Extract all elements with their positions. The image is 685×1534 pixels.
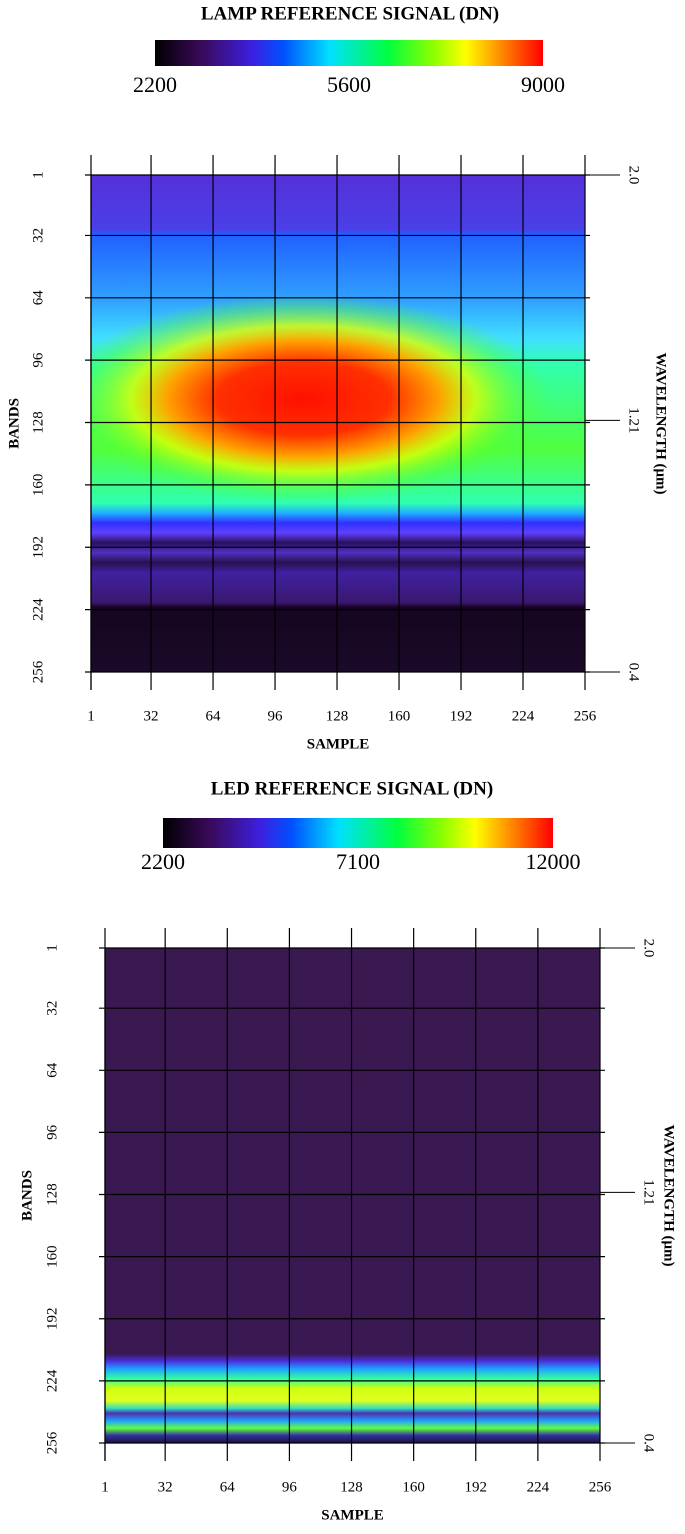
y-tick-label: 224 bbox=[44, 1369, 60, 1392]
y-tick-label: 96 bbox=[44, 1124, 60, 1140]
x-tick-label: 64 bbox=[206, 708, 222, 724]
y-tick-label: 1 bbox=[44, 944, 60, 952]
x-tick-label: 128 bbox=[326, 708, 349, 724]
colorbar bbox=[163, 818, 553, 848]
x-tick-label: 96 bbox=[282, 1479, 298, 1495]
y-tick-label: 64 bbox=[44, 1062, 60, 1078]
y2-tick-label: 0.4 bbox=[641, 1434, 657, 1453]
y2-tick-label: 1.21 bbox=[641, 1179, 657, 1205]
heatmap-hotspot bbox=[91, 175, 585, 672]
x-tick-label: 256 bbox=[574, 708, 597, 724]
y-axis-label: BANDS bbox=[6, 398, 22, 449]
y-tick-label: 224 bbox=[30, 598, 46, 621]
x-tick-label: 160 bbox=[402, 1479, 425, 1495]
y-tick-label: 192 bbox=[30, 536, 46, 559]
y-tick-label: 160 bbox=[30, 474, 46, 497]
x-axis-label: SAMPLE bbox=[307, 736, 370, 752]
x-tick-label: 96 bbox=[268, 708, 284, 724]
x-tick-label: 192 bbox=[450, 708, 473, 724]
y2-tick-label: 1.21 bbox=[626, 407, 642, 433]
colorbar-tick-label: 2200 bbox=[133, 72, 177, 97]
x-axis-label: SAMPLE bbox=[321, 1507, 384, 1523]
x-tick-label: 256 bbox=[589, 1479, 612, 1495]
colorbar-tick-label: 7100 bbox=[336, 849, 380, 874]
chart-title: LAMP REFERENCE SIGNAL (DN) bbox=[201, 3, 499, 24]
x-tick-label: 192 bbox=[465, 1479, 488, 1495]
x-tick-label: 128 bbox=[340, 1479, 363, 1495]
y2-tick-label: 0.4 bbox=[626, 663, 642, 682]
colorbar-tick-label: 12000 bbox=[526, 849, 581, 874]
colorbar-tick-label: 5600 bbox=[327, 72, 371, 97]
x-tick-label: 160 bbox=[388, 708, 411, 724]
x-tick-label: 224 bbox=[527, 1479, 550, 1495]
x-tick-label: 224 bbox=[512, 708, 535, 724]
heatmap-hotspot bbox=[105, 948, 600, 1443]
y-axis-label: BANDS bbox=[19, 1170, 35, 1221]
y-tick-label: 32 bbox=[30, 228, 46, 243]
y-tick-label: 128 bbox=[44, 1183, 60, 1206]
x-tick-label: 1 bbox=[101, 1479, 109, 1495]
y-tick-label: 64 bbox=[30, 290, 46, 306]
x-tick-label: 64 bbox=[220, 1479, 236, 1495]
x-tick-label: 32 bbox=[158, 1479, 173, 1495]
y2-tick-label: 2.0 bbox=[626, 166, 642, 185]
y2-axis-label: WAVELENGTH (μm) bbox=[661, 1125, 677, 1267]
y-tick-label: 1 bbox=[30, 171, 46, 179]
y-tick-label: 192 bbox=[44, 1308, 60, 1331]
y-tick-label: 256 bbox=[30, 660, 46, 683]
x-tick-label: 1 bbox=[87, 708, 95, 724]
y2-axis-label: WAVELENGTH (μm) bbox=[653, 353, 669, 495]
y-tick-label: 160 bbox=[44, 1245, 60, 1268]
colorbar bbox=[155, 40, 543, 66]
y-tick-label: 96 bbox=[30, 352, 46, 368]
chart-title: LED REFERENCE SIGNAL (DN) bbox=[211, 778, 493, 799]
y-tick-label: 256 bbox=[44, 1431, 60, 1454]
colorbar-tick-label: 9000 bbox=[521, 72, 565, 97]
colorbar-tick-label: 2200 bbox=[141, 849, 185, 874]
y-tick-label: 128 bbox=[30, 411, 46, 434]
x-tick-label: 32 bbox=[144, 708, 159, 724]
y2-tick-label: 2.0 bbox=[641, 939, 657, 958]
y-tick-label: 32 bbox=[44, 1001, 60, 1016]
